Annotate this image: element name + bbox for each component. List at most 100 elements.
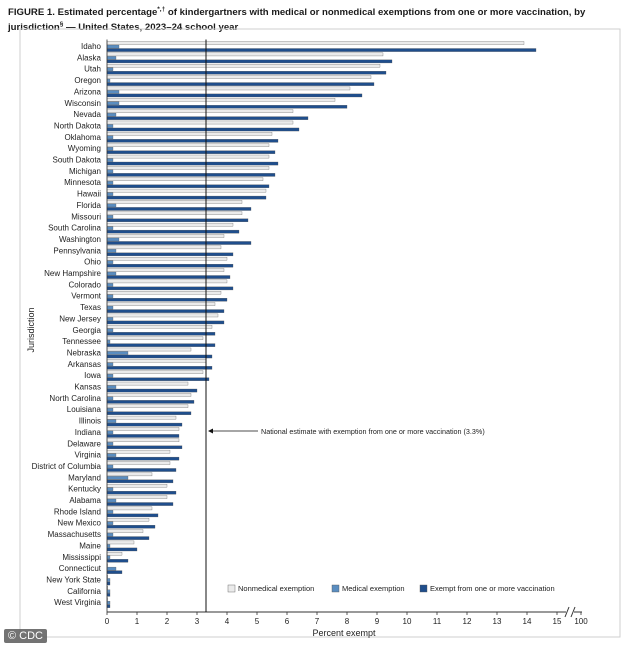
- bar-exempt: [106, 570, 123, 574]
- category-label: New Hampshire: [44, 269, 101, 278]
- bar-exempt: [106, 388, 198, 393]
- category-label: Maine: [79, 541, 101, 550]
- bar-exempt: [106, 150, 276, 154]
- category-label: Kentucky: [68, 485, 101, 494]
- bar-medical: [106, 419, 117, 423]
- x-tick-label: 10: [403, 617, 412, 626]
- bar-exempt: [106, 536, 150, 540]
- bar-medical: [106, 226, 114, 230]
- bar-medical: [106, 510, 114, 514]
- bar-nonmedical: [106, 529, 144, 533]
- bar-medical: [106, 215, 114, 219]
- bar-exempt: [106, 127, 300, 132]
- bar-exempt: [106, 195, 267, 200]
- title-part-3: jurisdiction: [8, 22, 60, 34]
- category-label: Oregon: [74, 76, 101, 85]
- bar-exempt: [106, 547, 138, 552]
- bar-nonmedical: [106, 279, 228, 284]
- reference-arrowhead: [208, 428, 213, 434]
- figure-title: FIGURE 1. Estimated percentage*,† of kin…: [8, 4, 628, 34]
- bar-nonmedical: [106, 313, 219, 318]
- bar-nonmedical: [106, 540, 135, 545]
- bar-exempt: [106, 400, 195, 404]
- title-part-2: of kindergartners with medical or nonmed…: [165, 7, 586, 19]
- category-label: Massachusetts: [48, 530, 101, 539]
- category-label: Michigan: [69, 167, 101, 176]
- category-label: Arizona: [74, 87, 102, 96]
- bar-medical: [106, 283, 114, 287]
- bar-nonmedical: [106, 120, 294, 125]
- category-label: Connecticut: [59, 564, 102, 573]
- category-label: Wisconsin: [65, 99, 101, 108]
- bar-nonmedical: [106, 64, 381, 68]
- category-label: New Jersey: [59, 314, 101, 323]
- category-label: Minnesota: [64, 178, 101, 187]
- bar-nonmedical: [106, 381, 189, 386]
- category-label: District of Columbia: [32, 462, 102, 471]
- bar-medical: [106, 305, 114, 310]
- category-label: Idaho: [81, 42, 102, 51]
- bars-layer: [106, 41, 537, 608]
- category-label: Iowa: [84, 371, 101, 380]
- bar-exempt: [106, 332, 216, 336]
- bar-medical: [106, 192, 114, 196]
- x-tick-label: 100: [574, 617, 588, 626]
- bar-nonmedical: [106, 222, 234, 227]
- bar-medical: [106, 487, 114, 491]
- x-axis: 0 1 2 3 4 5 6 7 8 9 10 11 12 13 14 15 100: [105, 39, 588, 626]
- bar-nonmedical: [106, 404, 189, 408]
- x-tick-label: 7: [315, 617, 320, 626]
- x-tick-label: 15: [553, 617, 562, 626]
- bar-medical: [106, 44, 120, 49]
- x-tick-label: 2: [165, 617, 170, 626]
- bar-exempt: [106, 82, 375, 86]
- bar-exempt: [106, 207, 252, 211]
- category-label: Utah: [84, 65, 101, 74]
- bar-exempt: [106, 263, 234, 268]
- bar-medical: [106, 203, 117, 208]
- bar-exempt: [106, 434, 180, 438]
- legend-label-medical: Medical exemption: [342, 584, 405, 593]
- bar-nonmedical: [106, 154, 270, 159]
- category-label: Oklahoma: [65, 133, 102, 142]
- bar-exempt: [106, 71, 387, 75]
- category-label: Texas: [80, 303, 101, 312]
- category-label: Rhode Island: [54, 507, 101, 516]
- category-label: South Dakota: [53, 156, 102, 165]
- y-axis-title: Jurisdiction: [26, 307, 36, 352]
- bar-nonmedical: [106, 518, 150, 522]
- bar-medical: [106, 464, 114, 469]
- bar-nonmedical: [106, 347, 192, 352]
- bar-exempt: [106, 173, 276, 177]
- category-labels: Idaho Alaska Utah Oregon Arizona Wisconsin Nev…: [32, 42, 102, 607]
- title-footnote-mark-2: §: [59, 21, 64, 29]
- legend: Nonmedical exemption Medical exemption Exe…: [227, 584, 555, 593]
- category-label: Mississippi: [62, 553, 101, 562]
- bar-exempt: [106, 218, 249, 222]
- category-label: Georgia: [73, 326, 102, 335]
- bar-nonmedical: [106, 461, 171, 465]
- title-part-4: — United States, 2023–24 school year: [63, 22, 239, 34]
- x-tick-label: 13: [493, 617, 502, 626]
- bar-medical: [106, 67, 114, 71]
- bar-nonmedical: [106, 415, 177, 420]
- bar-exempt: [106, 490, 177, 495]
- bar-nonmedical: [106, 325, 213, 329]
- bar-exempt: [106, 161, 279, 166]
- bar-exempt: [106, 456, 180, 461]
- bar-nonmedical: [106, 495, 168, 499]
- bar-medical: [106, 589, 111, 594]
- bar-exempt: [106, 184, 270, 188]
- x-axis-title: Percent exempt: [312, 628, 376, 638]
- bar-medical: [106, 124, 114, 128]
- category-label: Nebraska: [67, 348, 102, 357]
- axis-break-mark: [570, 606, 576, 618]
- category-label: Kansas: [74, 383, 101, 392]
- bar-nonmedical: [106, 427, 180, 431]
- title-footnote-marks: *,†: [157, 6, 166, 13]
- bar-medical: [106, 532, 114, 537]
- legend-swatch-medical: [331, 584, 340, 593]
- category-label: Hawaii: [77, 190, 101, 199]
- bar-medical: [106, 362, 114, 367]
- bar-nonmedical: [106, 166, 270, 170]
